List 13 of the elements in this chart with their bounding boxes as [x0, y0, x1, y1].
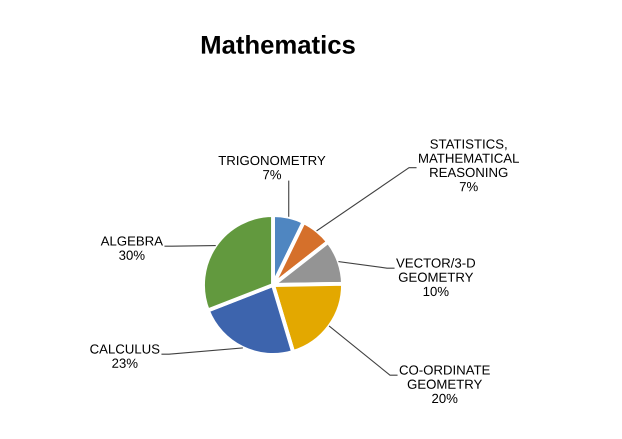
slice-label: STATISTICS, MATHEMATICAL REASONING: [419, 139, 519, 178]
data-label: 30%: [119, 250, 145, 260]
data-label: 10%: [424, 286, 449, 296]
data-label: 7%: [460, 182, 478, 192]
data-label: 23%: [112, 358, 138, 368]
slice-label: TRIGONOMETRY: [218, 156, 326, 166]
slice-label: VECTOR/3-D GEOMETRY: [396, 258, 476, 282]
slice-label: CALCULUS: [90, 344, 160, 354]
slice-label: CO-ORDINATE GEOMETRY: [400, 365, 490, 389]
slice-label: ALGEBRA: [100, 236, 163, 246]
data-label: 7%: [263, 170, 282, 180]
data-label: 20%: [432, 394, 458, 404]
chart-title: Mathematics: [202, 35, 355, 54]
